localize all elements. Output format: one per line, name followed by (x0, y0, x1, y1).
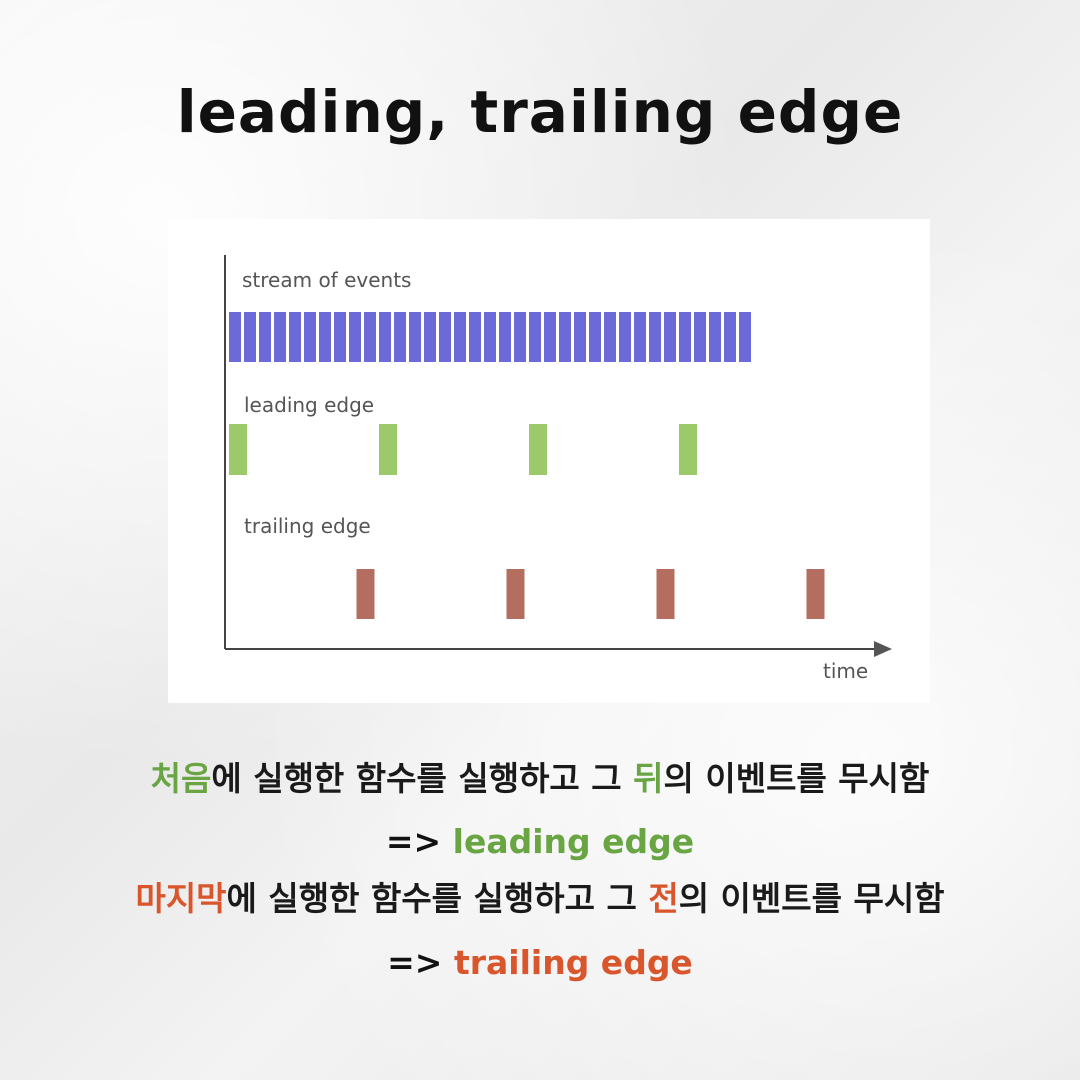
stream-event-19 (514, 312, 526, 362)
arrow-trailing: => (387, 943, 454, 982)
stream-event-27 (634, 312, 646, 362)
stream-event-26 (619, 312, 631, 362)
stream-event-8 (349, 312, 361, 362)
stream-event-3 (274, 312, 286, 362)
stream-event-24 (589, 312, 601, 362)
explanation-trailing: 마지막에 실행한 함수를 실행하고 그 전의 이벤트를 무시함 (0, 872, 1080, 920)
explanation-trailing-end: 의 이벤트를 무시함 (678, 879, 945, 918)
time-arrow-head (874, 641, 892, 657)
leading-edge-event-0 (229, 424, 247, 475)
stream-event-14 (439, 312, 451, 362)
trailing-edge-event-1 (506, 569, 525, 619)
keyword-first: 처음 (150, 759, 212, 798)
stream-event-6 (319, 312, 331, 362)
time-axis-label: time (823, 659, 868, 683)
stream-event-32 (709, 312, 721, 362)
keyword-before: 전 (648, 879, 679, 918)
explanation-leading: 처음에 실행한 함수를 실행하고 그 뒤의 이벤트를 무시함 (0, 752, 1080, 800)
stream-event-33 (724, 312, 736, 362)
stream-event-7 (334, 312, 346, 362)
row-label-stream: stream of events (242, 268, 411, 292)
stream-event-22 (559, 312, 571, 362)
stream-event-23 (574, 312, 586, 362)
explanation-trailing-mid: 에 실행한 함수를 실행하고 그 (226, 879, 649, 918)
stream-event-25 (604, 312, 616, 362)
timing-diagram: stream of events leading edge trailing e… (168, 219, 930, 703)
stream-event-0 (229, 312, 241, 362)
explanation-leading-end: 의 이벤트를 무시함 (663, 759, 930, 798)
page-title: leading, trailing edge (176, 78, 904, 146)
leading-edge-event-3 (679, 424, 697, 475)
arrow-leading: => (385, 822, 453, 861)
trailing-edge-event-2 (656, 569, 675, 619)
timing-diagram-svg: stream of events leading edge trailing e… (224, 255, 892, 683)
explanation-leading-mid: 에 실행한 함수를 실행하고 그 (211, 759, 634, 798)
leading-edge-event-2 (529, 424, 547, 475)
stream-event-12 (409, 312, 421, 362)
stream-event-17 (484, 312, 496, 362)
stream-event-30 (679, 312, 691, 362)
stream-event-9 (364, 312, 376, 362)
row-label-leading: leading edge (244, 393, 374, 417)
stream-event-18 (499, 312, 511, 362)
stream-event-28 (649, 312, 661, 362)
stream-event-16 (469, 312, 481, 362)
row-label-trailing: trailing edge (244, 514, 371, 538)
stream-event-29 (664, 312, 676, 362)
stream-event-2 (259, 312, 271, 362)
stream-event-34 (739, 312, 751, 362)
stream-event-1 (244, 312, 256, 362)
trailing-edge-event-3 (806, 569, 825, 619)
stream-event-11 (394, 312, 406, 362)
stream-event-21 (544, 312, 556, 362)
stream-event-5 (304, 312, 316, 362)
stream-event-10 (379, 312, 391, 362)
term-leading-edge: leading edge (452, 822, 695, 861)
leading-edge-event-1 (379, 424, 397, 475)
stream-event-4 (289, 312, 301, 362)
term-trailing-edge: trailing edge (453, 943, 693, 982)
stream-event-13 (424, 312, 436, 362)
trailing-edge-result: => trailing edge (0, 943, 1080, 982)
leading-edge-result: => leading edge (0, 822, 1080, 861)
stream-event-20 (529, 312, 541, 362)
stream-event-31 (694, 312, 706, 362)
keyword-last: 마지막 (135, 879, 227, 918)
stream-event-15 (454, 312, 466, 362)
keyword-after: 뒤 (633, 759, 664, 798)
trailing-edge-event-0 (356, 569, 375, 619)
